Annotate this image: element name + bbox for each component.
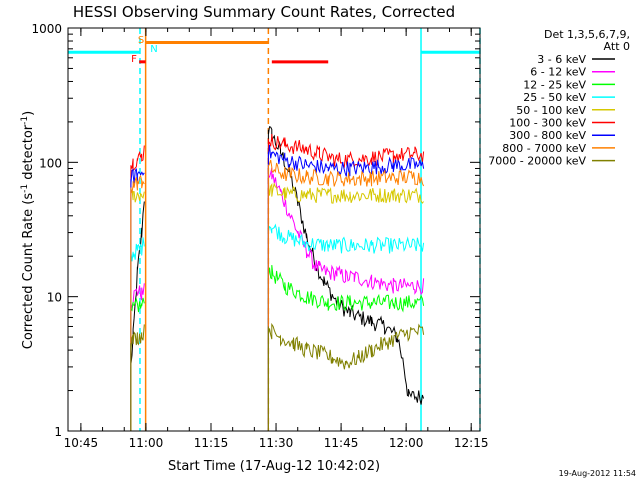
x-tick-label-2: 11:15 — [194, 436, 229, 450]
x-tick-label-1: 11:00 — [129, 436, 164, 450]
legend-label-4: 50 - 100 keV — [516, 104, 586, 117]
x-tick-label-0: 10:45 — [64, 436, 99, 450]
series-line-8 — [130, 322, 425, 431]
plot-frame — [67, 27, 481, 432]
series-line-2 — [130, 265, 425, 431]
chart-title: HESSI Observing Summary Count Rates, Cor… — [73, 3, 455, 21]
legend-label-3: 25 - 50 keV — [523, 91, 586, 104]
x-tick-label-3: 11:30 — [259, 436, 294, 450]
x-tick-label-6: 12:15 — [454, 436, 489, 450]
y-tick-label-2: 100 — [39, 156, 62, 170]
legend-label-6: 300 - 800 keV — [509, 129, 586, 142]
y-tick-label-3: 1000 — [31, 22, 62, 36]
x-tick-label-4: 11:45 — [324, 436, 359, 450]
legend-label-0: 3 - 6 keV — [537, 53, 586, 66]
legend-label-7: 800 - 7000 keV — [502, 142, 586, 155]
series-line-5 — [130, 133, 425, 431]
flag-label-f: F — [131, 54, 137, 65]
flag-indicators: SN F — [68, 35, 480, 65]
legend-label-8: 7000 - 20000 keV — [488, 155, 586, 168]
legend-label-1: 6 - 12 keV — [530, 66, 586, 79]
legend-label-2: 12 - 25 keV — [523, 78, 586, 91]
y-tick-label-0: 1 — [54, 425, 62, 439]
y-tick-label-1: 10 — [47, 291, 62, 305]
series-line-4 — [130, 180, 424, 431]
legend-header-line-1: Det 1,3,5,6,7,9, — [544, 28, 630, 41]
flag-label-n: N — [150, 44, 157, 55]
series-line-6 — [130, 144, 425, 431]
series-line-3 — [130, 223, 425, 431]
series-line-1 — [130, 167, 425, 431]
x-tick-label-5: 12:00 — [389, 436, 424, 450]
plot-area — [130, 28, 481, 431]
y-axis-label: Corrected Count Rate (s-1 detector-1) — [20, 111, 36, 349]
flag-label-s: S — [138, 35, 144, 46]
x-axis-label: Start Time (17-Aug-12 10:42:02) — [168, 459, 380, 474]
legend-header-line-2: Att 0 — [604, 40, 630, 53]
x-axis: 10:45 11:00 11:15 11:30 11:45 12:00 12:15 — [64, 28, 489, 450]
legend-label-5: 100 - 300 keV — [509, 117, 586, 130]
footer-date: 19-Aug-2012 11:54 — [559, 469, 636, 478]
y-axis: 1 10 100 1000 — [31, 22, 480, 439]
series-line-7 — [130, 159, 425, 431]
